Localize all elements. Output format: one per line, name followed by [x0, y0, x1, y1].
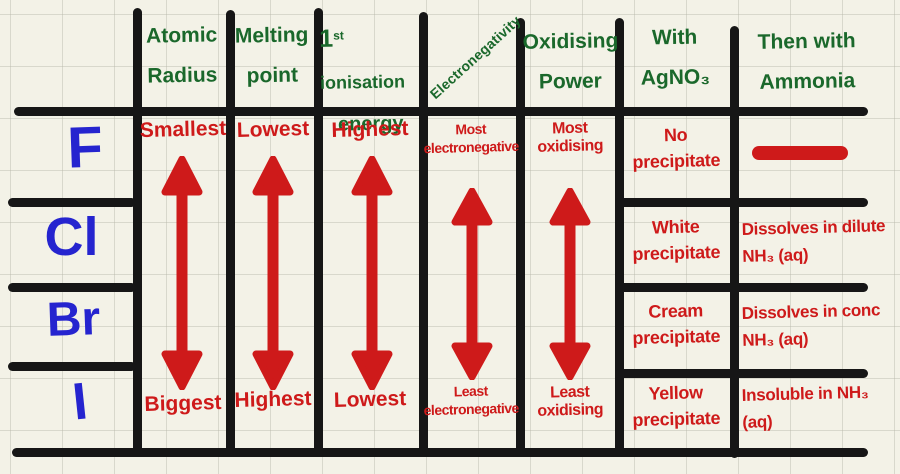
element-symbol-f: F	[66, 114, 104, 181]
header-line: Then with	[757, 29, 856, 54]
agno3-result-cl: White precipitate	[632, 216, 721, 265]
table-line	[615, 283, 868, 292]
header-electronegativity: Electronegativity	[426, 12, 524, 102]
ionisation-word: ionisation	[319, 71, 406, 93]
header-atomic-radius: Atomic Radius	[137, 15, 226, 97]
table-line	[8, 283, 136, 292]
ionisation-ordinal: st	[333, 28, 344, 43]
header-with-agno3: With AgNO₃	[621, 17, 728, 99]
table-line	[516, 18, 525, 455]
table-line	[8, 362, 136, 371]
trend-arrow-oxidising-power	[549, 188, 591, 380]
header-oxidising-power: Oxidising Power	[522, 21, 619, 103]
ammonia-result-f-dash	[752, 146, 848, 160]
ammonia-result-br: Dissolves in conc NH₃ (aq)	[741, 300, 881, 350]
table-line	[8, 198, 136, 207]
element-symbol-cl: Cl	[44, 207, 99, 267]
table-line	[615, 18, 624, 455]
trend-top-oxidising-power: Most oxidising	[537, 119, 604, 156]
ionisation-number: 1	[319, 24, 334, 53]
trend-arrow-melting-point	[252, 156, 294, 390]
table-line	[226, 10, 235, 455]
table-line	[615, 198, 868, 207]
header-then-with-ammonia: Then with Ammonia	[739, 21, 874, 103]
header-line: Power	[538, 69, 603, 94]
table-line	[12, 448, 868, 457]
header-line: With	[651, 25, 698, 50]
table-line	[133, 8, 142, 455]
trend-bottom-oxidising-power: Least oxidising	[537, 383, 604, 420]
ammonia-result-i: Insoluble in NH₃ (aq)	[741, 382, 869, 432]
header-line: AgNO₃	[640, 65, 711, 90]
ammonia-result-cl: Dissolves in dilute NH₃ (aq)	[741, 216, 886, 266]
header-line: point	[246, 63, 299, 88]
trend-bottom-ionisation-energy: Lowest	[333, 387, 407, 412]
header-line: Melting	[234, 23, 309, 48]
header-melting-point: Melting point	[229, 15, 314, 96]
trend-arrow-ionisation-energy	[351, 156, 393, 390]
trend-arrow-atomic-radius	[161, 156, 203, 390]
trend-bottom-atomic-radius: Biggest	[144, 390, 222, 417]
header-line: 1st ionisation	[319, 13, 421, 104]
element-symbol-i: I	[69, 372, 91, 432]
header-line: Oxidising	[522, 29, 619, 54]
table-line	[419, 12, 428, 455]
trend-top-atomic-radius: Smallest	[139, 116, 227, 143]
agno3-result-f: No precipitate	[632, 124, 721, 173]
trend-bottom-melting-point: Highest	[234, 386, 312, 413]
trend-top-electronegativity: Most electronegative	[423, 120, 520, 157]
table-line	[730, 26, 739, 458]
trend-top-ionisation-energy: Highest	[331, 116, 409, 143]
header-line: Ammonia	[759, 69, 856, 94]
agno3-result-br: Cream precipitate	[632, 300, 721, 349]
header-line: Radius	[147, 63, 218, 88]
header-line: Atomic	[145, 23, 218, 48]
element-symbol-br: Br	[45, 292, 102, 347]
trend-top-melting-point: Lowest	[236, 117, 310, 142]
trend-arrow-electronegativity	[451, 188, 493, 380]
table-line	[314, 8, 323, 455]
table-line	[615, 369, 868, 378]
trend-bottom-electronegativity: Least electronegative	[423, 382, 520, 419]
agno3-result-i: Yellow precipitate	[632, 382, 721, 431]
table-line	[14, 107, 868, 116]
